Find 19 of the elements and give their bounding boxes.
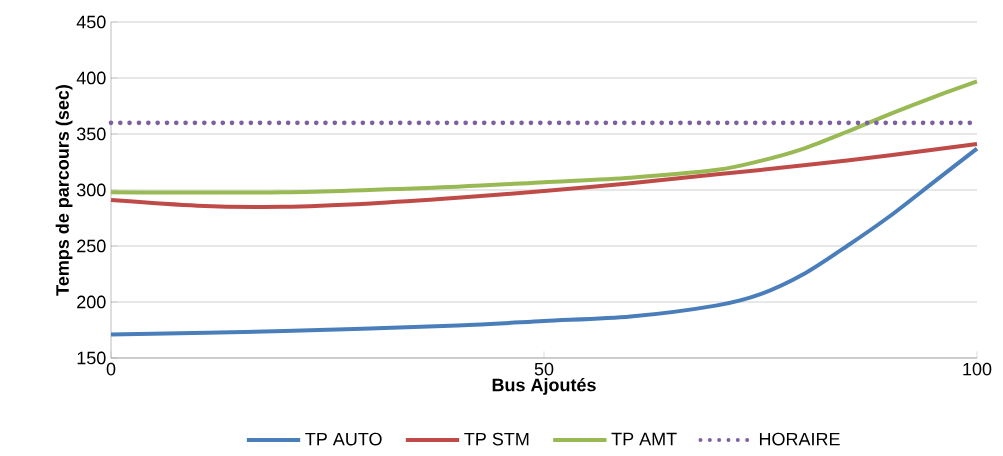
- x-tick-label: 0: [106, 362, 116, 376]
- y-tick-label: 200: [77, 295, 106, 309]
- y-tick-label: 450: [76, 15, 106, 29]
- y-axis-title: Temps de parcours (sec): [55, 85, 73, 296]
- y-tick-label: 350: [76, 127, 106, 141]
- line-series: [109, 79, 979, 195]
- legend-label: TP STM: [464, 432, 529, 446]
- x-axis-title: Bus Ajoutés: [492, 377, 596, 395]
- y-tick-label: 400: [76, 71, 106, 85]
- legend-label: HORAIRE: [759, 432, 840, 446]
- y-tick-label: 250: [77, 239, 106, 253]
- x-tick-label: 100: [963, 362, 992, 376]
- y-tick-label: 300: [76, 183, 106, 197]
- line-series: [109, 146, 979, 337]
- legend-label: TP AUTO: [305, 432, 382, 446]
- legend-label: TP AMT: [611, 432, 677, 446]
- x-tick-label: 50: [534, 362, 554, 376]
- line-series: [109, 142, 979, 209]
- y-tick-label: 150: [77, 351, 106, 365]
